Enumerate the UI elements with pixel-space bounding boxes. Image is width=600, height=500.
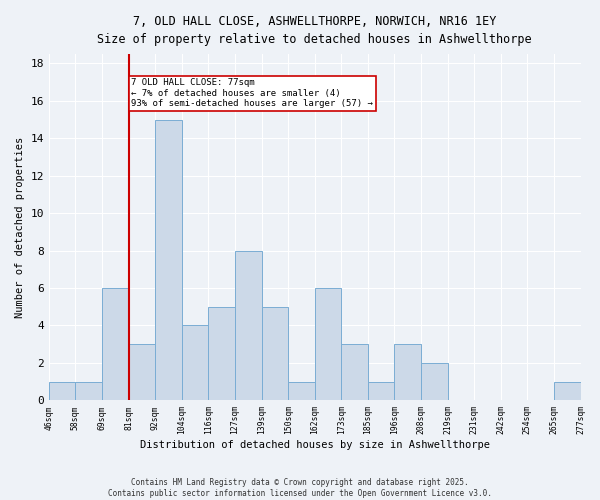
Bar xyxy=(554,382,581,400)
Bar xyxy=(288,382,315,400)
Bar xyxy=(208,307,235,400)
Bar xyxy=(315,288,341,401)
Bar xyxy=(102,288,128,401)
Bar xyxy=(128,344,155,401)
Title: 7, OLD HALL CLOSE, ASHWELLTHORPE, NORWICH, NR16 1EY
Size of property relative to: 7, OLD HALL CLOSE, ASHWELLTHORPE, NORWIC… xyxy=(97,15,532,46)
Y-axis label: Number of detached properties: Number of detached properties xyxy=(15,136,25,318)
Bar xyxy=(76,382,102,400)
Bar xyxy=(235,250,262,400)
Bar xyxy=(368,382,394,400)
Bar xyxy=(262,307,288,400)
Bar xyxy=(421,363,448,401)
Bar xyxy=(49,382,76,400)
Bar xyxy=(394,344,421,401)
Bar xyxy=(155,120,182,400)
Text: Contains HM Land Registry data © Crown copyright and database right 2025.
Contai: Contains HM Land Registry data © Crown c… xyxy=(108,478,492,498)
Text: 7 OLD HALL CLOSE: 77sqm
← 7% of detached houses are smaller (4)
93% of semi-deta: 7 OLD HALL CLOSE: 77sqm ← 7% of detached… xyxy=(131,78,373,108)
Bar xyxy=(182,326,208,400)
X-axis label: Distribution of detached houses by size in Ashwellthorpe: Distribution of detached houses by size … xyxy=(140,440,490,450)
Bar xyxy=(341,344,368,401)
